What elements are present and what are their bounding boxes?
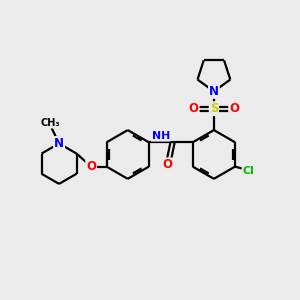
Text: Cl: Cl <box>243 167 255 176</box>
Text: O: O <box>86 160 96 173</box>
Text: O: O <box>163 158 172 171</box>
Text: N: N <box>209 85 219 98</box>
Text: CH₃: CH₃ <box>40 118 60 128</box>
Text: NH: NH <box>152 131 170 141</box>
Text: S: S <box>210 102 218 115</box>
Text: O: O <box>229 102 239 115</box>
Text: N: N <box>54 137 64 150</box>
Text: O: O <box>189 102 199 115</box>
